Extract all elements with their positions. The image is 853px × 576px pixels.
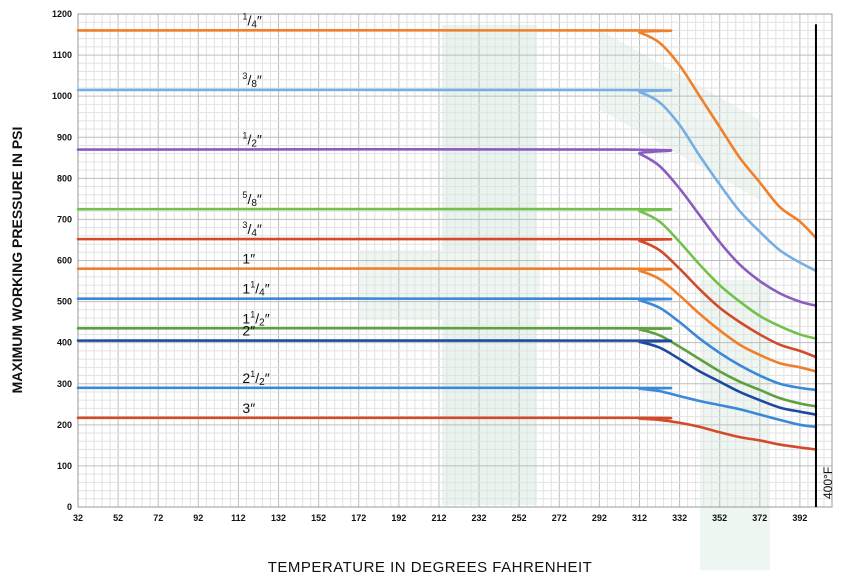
x-tick-labels: 32 52 72 92 112 132 152 172 192 212 232 252 272 292 31…: [73, 513, 807, 523]
x-tick-label: 192: [391, 513, 406, 523]
x-tick-label: 232: [472, 513, 487, 523]
x-tick-label: 52: [113, 513, 123, 523]
x-tick-label: 212: [431, 513, 446, 523]
temperature-limit-marker: 400°F: [814, 24, 835, 507]
series-lines: [76, 28, 818, 451]
series-line: [76, 147, 818, 307]
series-label: 11/2″: [242, 309, 269, 328]
series-line: [76, 28, 818, 240]
axes: [77, 13, 833, 508]
x-tick-label: 92: [193, 513, 203, 523]
series-label: 1/2″: [242, 131, 261, 150]
series-line: [76, 386, 818, 429]
x-tick-label: 312: [632, 513, 647, 523]
series-line: [76, 297, 818, 392]
y-tick-label: 700: [57, 214, 72, 224]
series-label: 11/4″: [242, 280, 269, 299]
y-tick-label: 200: [57, 420, 72, 430]
plot-frame: [77, 13, 833, 508]
x-tick-label: 332: [672, 513, 687, 523]
series-line: [76, 207, 818, 340]
x-tick-label: 72: [153, 513, 163, 523]
x-tick-label: 272: [552, 513, 567, 523]
x-tick-label: 372: [752, 513, 767, 523]
marker-label: 400°F: [821, 467, 835, 499]
series-label: 2″: [242, 323, 255, 339]
y-tick-label: 1000: [52, 91, 72, 101]
series-line: [76, 237, 818, 359]
series-line: [76, 339, 818, 416]
series-line: [76, 326, 818, 408]
series-label: 3/8″: [242, 71, 261, 90]
series-label: 3″: [242, 400, 255, 416]
series-label: 5/8″: [242, 190, 261, 209]
series-line: [76, 416, 818, 451]
x-tick-label: 252: [512, 513, 527, 523]
x-tick-label: 112: [231, 513, 246, 523]
x-tick-label: 32: [73, 513, 83, 523]
series-line: [76, 267, 818, 373]
y-axis-label: MAXIMUM WORKING PRESSURE IN PSI: [9, 127, 25, 394]
x-tick-label: 292: [592, 513, 607, 523]
x-tick-label: 172: [351, 513, 366, 523]
series-line: [76, 88, 818, 273]
y-tick-label: 300: [57, 379, 72, 389]
y-tick-label: 500: [57, 297, 72, 307]
y-tick-label: 900: [57, 132, 72, 142]
y-tick-label: 600: [57, 256, 72, 266]
y-tick-label: 400: [57, 338, 72, 348]
y-tick-labels: 0 100 200 300 400 500 600 700 800 900 1000 1100 1200: [52, 9, 72, 512]
series-label: 21/2″: [242, 369, 269, 388]
series-label: 3/4″: [242, 220, 261, 239]
series-labels: 1/4″ 3/8″ 1/2″ 5/8″ 3/4″ 1″ 11/4″ 11/2″2″ 21/2″ 3…: [242, 11, 269, 415]
grid-lines: [77, 13, 833, 508]
y-tick-label: 0: [67, 502, 72, 512]
y-tick-label: 100: [57, 461, 72, 471]
x-tick-label: 392: [792, 513, 807, 523]
y-tick-label: 1200: [52, 9, 72, 19]
x-tick-label: 132: [271, 513, 286, 523]
x-axis-label: TEMPERATURE IN DEGREES FAHRENHEIT: [268, 559, 593, 576]
x-tick-label: 152: [311, 513, 326, 523]
y-tick-label: 800: [57, 173, 72, 183]
series-label: 1/4″: [242, 11, 261, 30]
y-tick-label: 1100: [52, 50, 72, 60]
series-label: 1″: [242, 251, 255, 267]
x-tick-label: 352: [712, 513, 727, 523]
